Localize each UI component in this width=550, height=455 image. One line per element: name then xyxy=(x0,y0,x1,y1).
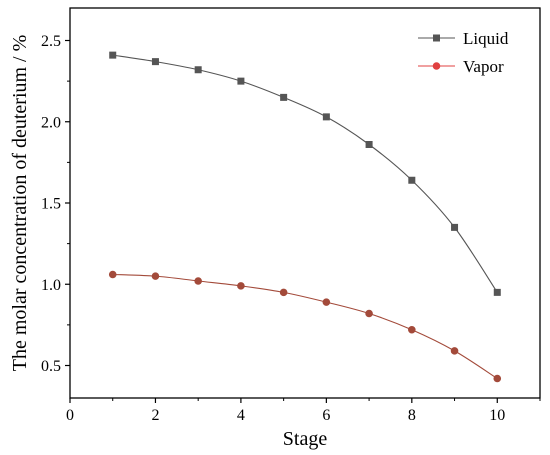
series-liquid xyxy=(109,51,501,296)
data-point xyxy=(108,270,117,279)
legend: Liquid Vapor xyxy=(418,29,509,76)
legend-item-liquid: Liquid xyxy=(418,29,509,48)
series-line-vapor xyxy=(112,273,498,379)
x-tick-label: 6 xyxy=(322,407,330,424)
data-point xyxy=(365,141,373,148)
data-point xyxy=(365,309,373,318)
data-point xyxy=(322,113,330,121)
series-vapor xyxy=(108,270,502,383)
data-point xyxy=(280,93,288,101)
x-tick-label: 8 xyxy=(408,407,416,424)
y-tick-label: 2.0 xyxy=(41,114,61,131)
series-line-liquid xyxy=(112,54,498,293)
data-point xyxy=(493,288,501,296)
data-point xyxy=(109,51,117,59)
y-axis-title: The molar concentration of deuterium / % xyxy=(9,35,31,372)
legend-marker xyxy=(433,34,440,42)
x-axis: 0 2 4 6 8 10 xyxy=(66,398,541,424)
y-tick-label: 2.5 xyxy=(41,33,61,50)
y-tick-label: 0.5 xyxy=(41,358,61,375)
data-point xyxy=(451,223,459,231)
data-point xyxy=(151,272,160,280)
data-point xyxy=(493,374,502,383)
x-tick-label: 10 xyxy=(489,407,505,424)
legend-item-vapor: Vapor xyxy=(418,57,504,76)
data-point xyxy=(408,176,416,184)
legend-label: Vapor xyxy=(463,57,504,76)
x-tick-label: 0 xyxy=(66,407,74,424)
x-tick-label: 4 xyxy=(237,407,245,424)
y-tick-label: 1.0 xyxy=(41,277,61,294)
data-point xyxy=(450,347,459,355)
data-point xyxy=(237,77,245,85)
data-point xyxy=(322,298,331,306)
data-point xyxy=(194,277,202,285)
y-axis: 0.5 1.0 1.5 2.0 2.5 xyxy=(41,33,70,375)
data-point xyxy=(408,325,416,334)
x-axis-title: Stage xyxy=(283,428,328,450)
legend-marker xyxy=(432,62,441,70)
x-tick-label: 2 xyxy=(151,407,159,424)
data-point xyxy=(237,282,245,290)
y-tick-label: 1.5 xyxy=(41,196,61,213)
legend-label: Liquid xyxy=(463,29,509,48)
data-point xyxy=(151,58,159,66)
data-point xyxy=(194,66,202,74)
data-point xyxy=(279,288,288,297)
plot-layer xyxy=(108,51,502,383)
